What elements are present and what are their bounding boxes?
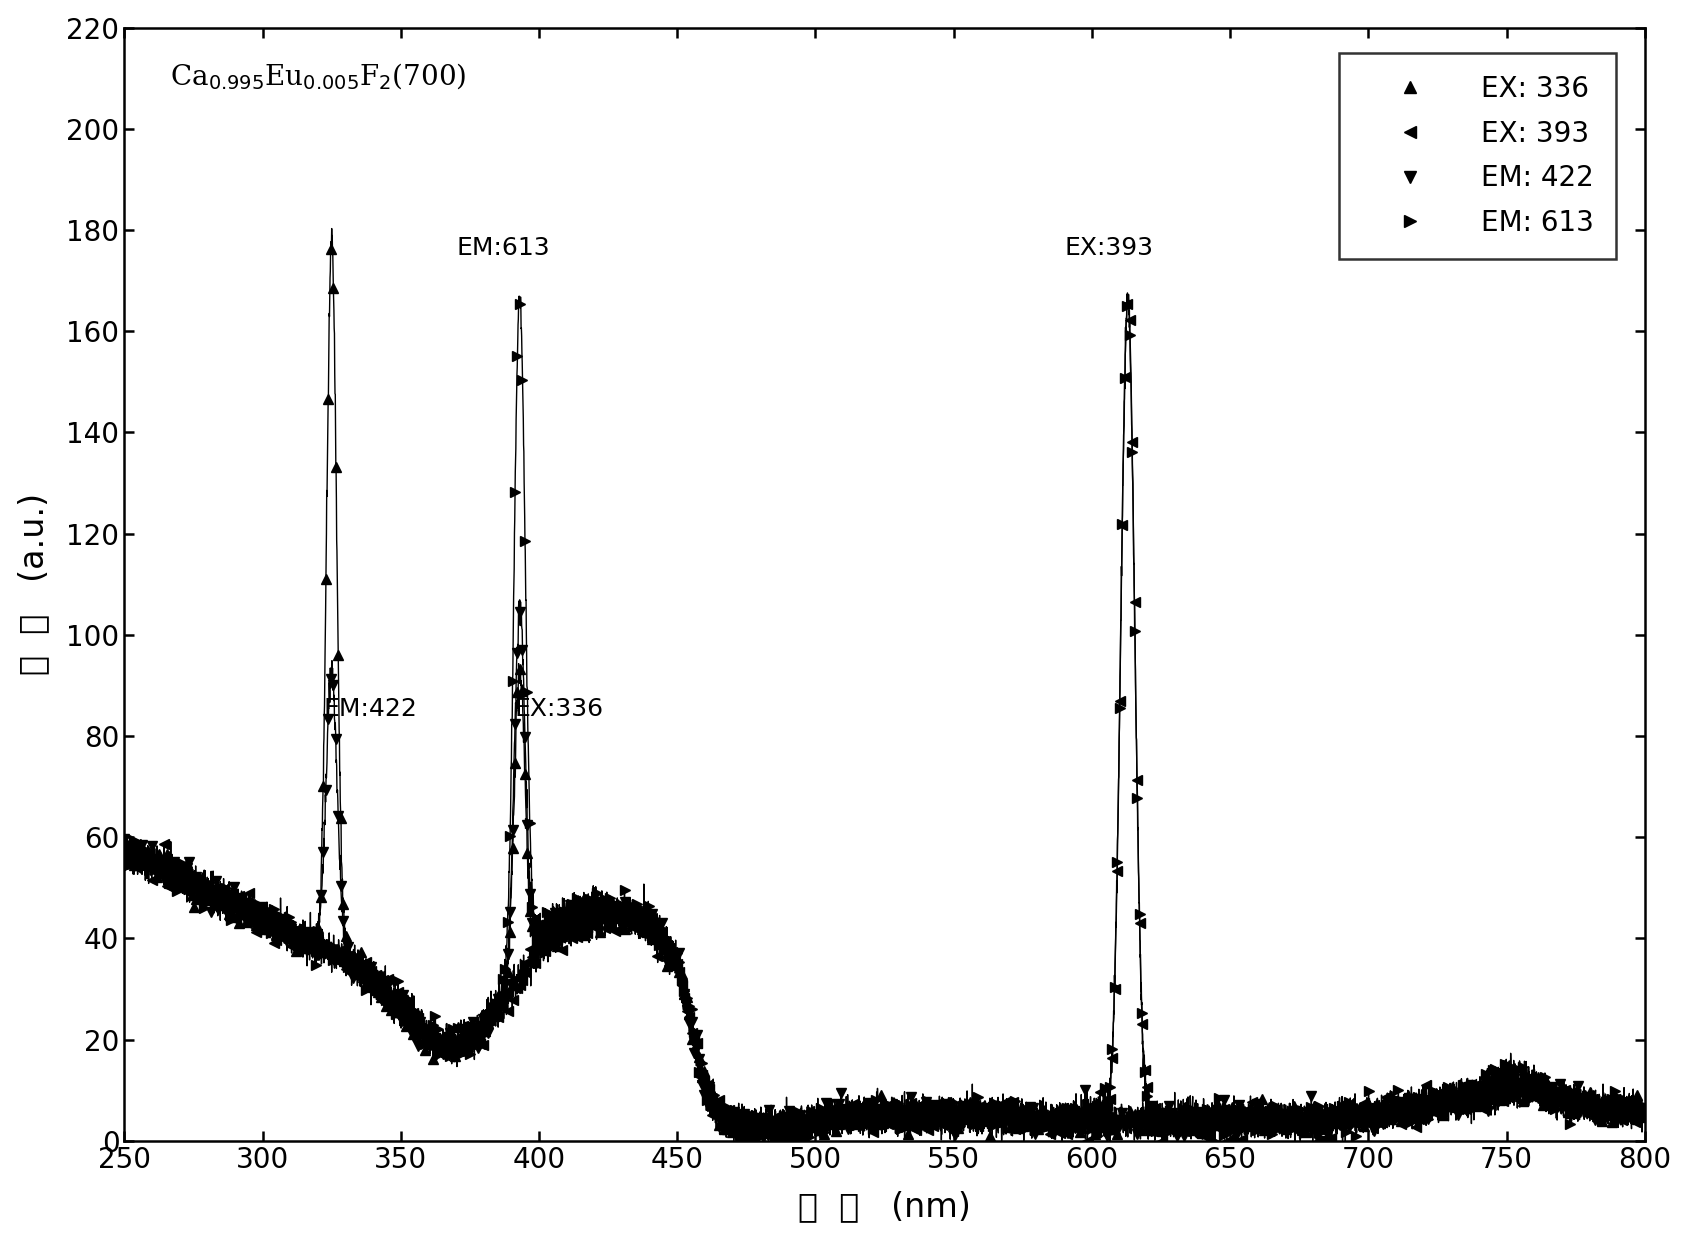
EX: 336: (325, 176): 336: (325, 176) [321, 242, 341, 257]
Text: EM:422: EM:422 [324, 697, 417, 720]
EM: 613: (800, 4.54): 613: (800, 4.54) [1634, 1110, 1654, 1125]
EM: 422: (459, 11): 422: (459, 11) [692, 1078, 712, 1092]
EX: 393: (447, 36.9): 393: (447, 36.9) [660, 946, 680, 961]
EM: 422: (800, 6.47): 422: (800, 6.47) [1634, 1101, 1654, 1116]
EM: 422: (478, 0): 422: (478, 0) [744, 1133, 765, 1148]
EX: 393: (761, 10.8): 393: (761, 10.8) [1528, 1079, 1548, 1094]
EM: 613: (644, 0): 613: (644, 0) [1204, 1133, 1224, 1148]
EX: 336: (453, 28.5): 336: (453, 28.5) [677, 990, 697, 1004]
EM: 613: (459, 15.4): 613: (459, 15.4) [692, 1055, 712, 1070]
EX: 393: (782, 4.47): 393: (782, 4.47) [1585, 1111, 1605, 1126]
EX: 336: (797, 9.14): 336: (797, 9.14) [1627, 1087, 1647, 1102]
Y-axis label: 强  度   (a.u.): 强 度 (a.u.) [17, 494, 49, 676]
EM: 613: (797, 4.36): 613: (797, 4.36) [1627, 1111, 1647, 1126]
Line: EX: 336: EX: 336 [120, 244, 1649, 1146]
Line: EX: 393: EX: 393 [120, 299, 1649, 1146]
EM: 422: (250, 59.7): 422: (250, 59.7) [115, 831, 135, 846]
EM: 613: (448, 37.5): 613: (448, 37.5) [662, 944, 682, 959]
EM: 422: (448, 35.1): 422: (448, 35.1) [662, 956, 682, 971]
Text: Ca$_{0.995}$Eu$_{0.005}$F$_2$(700): Ca$_{0.995}$Eu$_{0.005}$F$_2$(700) [170, 61, 466, 92]
EM: 422: (393, 105): 422: (393, 105) [510, 604, 530, 619]
EM: 613: (453, 28.3): 613: (453, 28.3) [677, 991, 697, 1006]
EM: 613: (393, 165): 613: (393, 165) [510, 296, 530, 311]
EX: 336: (782, 6.01): 336: (782, 6.01) [1585, 1102, 1605, 1117]
EX: 336: (459, 12.6): 336: (459, 12.6) [692, 1070, 712, 1085]
EM: 613: (782, 7.67): 613: (782, 7.67) [1585, 1095, 1605, 1110]
EX: 336: (250, 59.4): 336: (250, 59.4) [115, 832, 135, 847]
EM: 613: (761, 9.59): 613: (761, 9.59) [1528, 1085, 1548, 1100]
EM: 422: (782, 4.1): 422: (782, 4.1) [1585, 1112, 1605, 1127]
Text: EX:393: EX:393 [1063, 237, 1153, 260]
EM: 422: (797, 7.1): 422: (797, 7.1) [1627, 1097, 1647, 1112]
EX: 336: (448, 36.2): 336: (448, 36.2) [662, 950, 682, 965]
EM: 422: (453, 25.8): 422: (453, 25.8) [677, 1003, 697, 1018]
Line: EM: 422: EM: 422 [120, 608, 1649, 1146]
EX: 393: (797, 4.66): 393: (797, 4.66) [1627, 1110, 1647, 1125]
Legend: EX: 336, EX: 393, EM: 422, EM: 613: EX: 336, EX: 393, EM: 422, EM: 613 [1339, 52, 1615, 259]
EX: 393: (458, 12.9): 393: (458, 12.9) [689, 1069, 709, 1084]
EX: 393: (800, 5.81): 393: (800, 5.81) [1634, 1104, 1654, 1118]
Text: EM:613: EM:613 [456, 237, 550, 260]
EX: 336: (477, 0): 336: (477, 0) [741, 1133, 761, 1148]
X-axis label: 波  长   (nm): 波 长 (nm) [798, 1190, 971, 1224]
EM: 613: (250, 57.1): 613: (250, 57.1) [115, 844, 135, 859]
EX: 393: (491, 0): 393: (491, 0) [782, 1133, 802, 1148]
EM: 422: (761, 8.46): 422: (761, 8.46) [1528, 1090, 1548, 1105]
Text: EX:336: EX:336 [515, 697, 603, 720]
EX: 393: (613, 165): 393: (613, 165) [1117, 296, 1138, 311]
EX: 336: (800, 4.71): 336: (800, 4.71) [1634, 1110, 1654, 1125]
EX: 336: (761, 12.6): 336: (761, 12.6) [1528, 1070, 1548, 1085]
EX: 393: (453, 28.3): 393: (453, 28.3) [674, 991, 694, 1006]
Line: EM: 613: EM: 613 [120, 299, 1649, 1146]
EX: 393: (250, 56.4): 393: (250, 56.4) [115, 848, 135, 863]
